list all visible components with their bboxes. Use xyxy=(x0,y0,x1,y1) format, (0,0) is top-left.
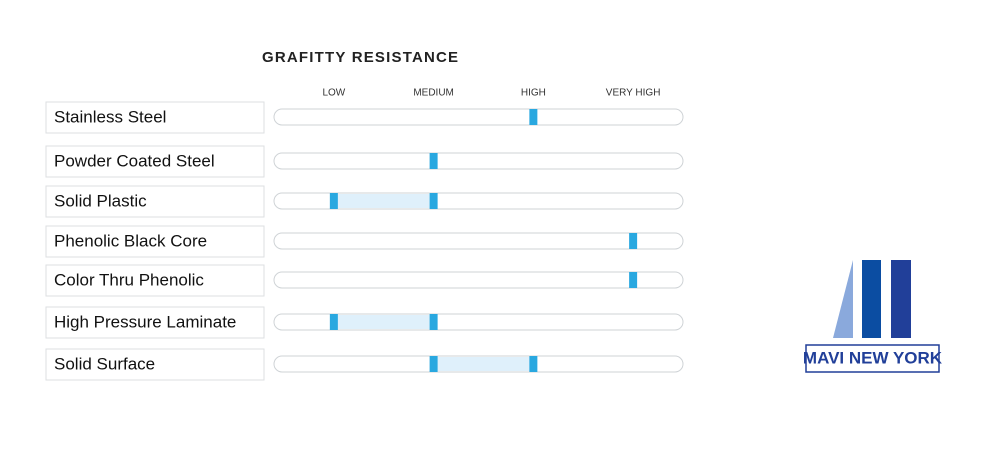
marker xyxy=(529,356,538,372)
marker xyxy=(329,314,338,330)
track xyxy=(273,271,684,289)
label-box xyxy=(45,264,265,297)
marker xyxy=(629,233,638,249)
logo-bar xyxy=(891,260,911,338)
range-fill xyxy=(333,194,434,208)
logo-bar xyxy=(862,260,881,338)
row-label: High Pressure Laminate xyxy=(54,312,236,331)
label-box xyxy=(45,348,265,381)
marker xyxy=(429,314,438,330)
label-box xyxy=(45,101,265,134)
row-label: Solid Surface xyxy=(54,354,155,373)
label-box xyxy=(45,306,265,339)
marker xyxy=(529,109,538,125)
x-tick-label: MEDIUM xyxy=(413,88,454,99)
row-label: Phenolic Black Core xyxy=(54,231,207,250)
logo-text: MAVI NEW YORK xyxy=(803,348,943,367)
marker xyxy=(329,193,338,209)
row-label: Stainless Steel xyxy=(54,107,166,126)
label-box xyxy=(45,145,265,178)
track xyxy=(273,108,684,126)
label-box xyxy=(45,225,265,258)
range-fill xyxy=(333,315,434,329)
marker xyxy=(429,356,438,372)
logo: MAVI NEW YORK xyxy=(803,260,943,373)
logo-triangle xyxy=(833,260,853,338)
label-box xyxy=(45,185,265,218)
track xyxy=(273,152,684,170)
marker xyxy=(629,272,638,288)
chart-title: GRAFITTY RESISTANCE xyxy=(262,49,459,66)
x-tick-label: LOW xyxy=(322,88,345,99)
marker xyxy=(429,193,438,209)
row-label: Color Thru Phenolic xyxy=(54,270,204,289)
x-tick-label: VERY HIGH xyxy=(606,88,661,99)
marker xyxy=(429,153,438,169)
track xyxy=(273,232,684,250)
row-label: Powder Coated Steel xyxy=(54,151,215,170)
x-tick-label: HIGH xyxy=(521,88,546,99)
range-fill xyxy=(433,357,534,371)
logo-box xyxy=(805,344,940,373)
row-label: Solid Plastic xyxy=(54,191,147,210)
